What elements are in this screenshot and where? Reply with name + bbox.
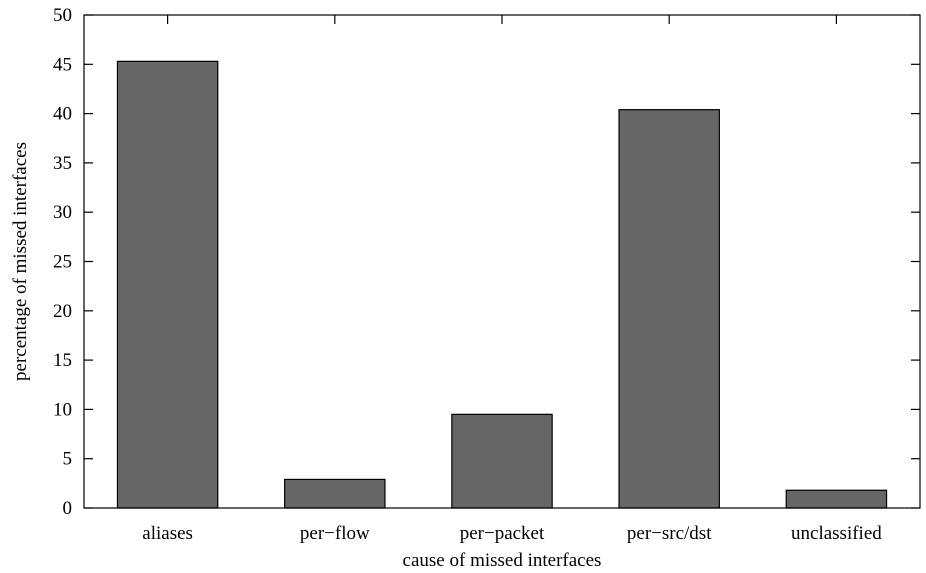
y-tick-label: 35 [53, 153, 72, 174]
x-tick-label: per−flow [300, 523, 370, 544]
x-tick-label: aliases [142, 523, 193, 544]
x-tick-label: per−src/dst [627, 523, 712, 544]
x-tick-label: per−packet [460, 523, 545, 544]
y-tick-label: 0 [63, 498, 73, 519]
y-tick-label: 25 [53, 252, 72, 273]
y-tick-label: 10 [53, 399, 72, 420]
bar-2 [451, 413, 553, 509]
ticks-group: 0 5 10 15 20 25 30 35 40 45 50 aliases per−flow per−p… [53, 5, 920, 544]
bar-4 [785, 489, 888, 509]
y-tick-label: 50 [53, 5, 72, 26]
plot-frame [83, 14, 921, 509]
y-axis-label: percentage of missed interfaces [10, 142, 31, 381]
bars-group [116, 60, 888, 509]
bar-3 [618, 109, 720, 509]
x-tick-label: unclassified [791, 523, 882, 544]
y-tick-label: 15 [53, 350, 72, 371]
y-tick-label: 30 [53, 202, 72, 223]
bar-1 [284, 478, 386, 509]
y-tick-label: 45 [53, 54, 72, 75]
y-tick-label: 20 [53, 301, 72, 322]
y-tick-label: 40 [53, 104, 72, 125]
bar-0 [116, 60, 219, 509]
x-axis-label: cause of missed interfaces [403, 550, 602, 571]
y-tick-label: 5 [63, 449, 73, 470]
